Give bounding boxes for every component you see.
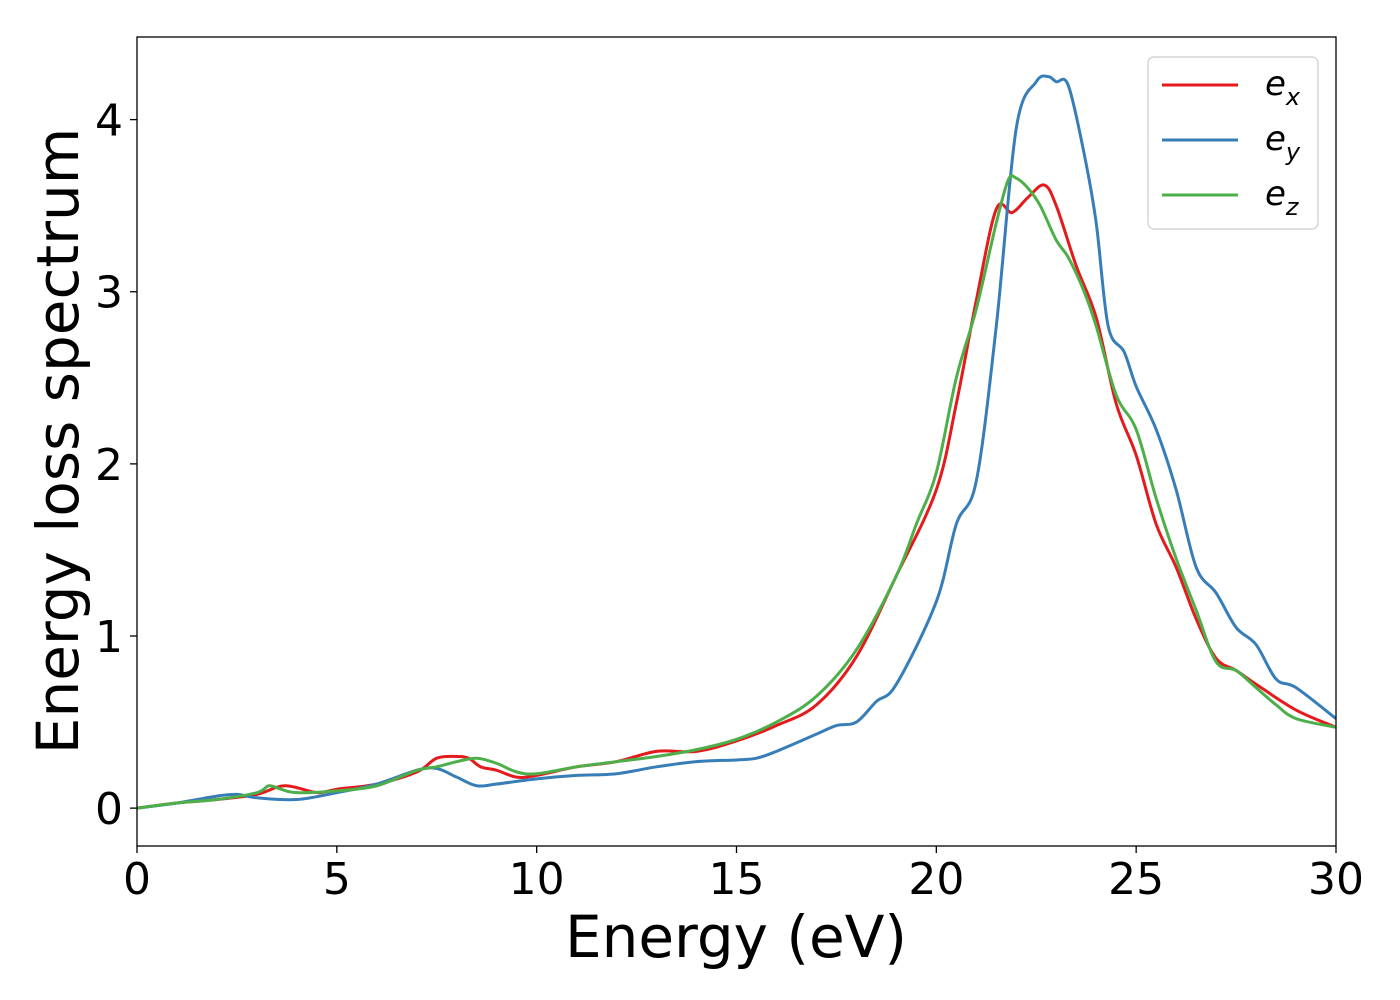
series-layer: [136, 74, 1337, 810]
x-axis: 0 5 10 15 20 25 30: [123, 846, 1364, 905]
x-tick-label: 15: [709, 854, 765, 905]
x-tick-label: 25: [1108, 854, 1164, 905]
x-tick-label: 30: [1308, 854, 1364, 905]
y-tick-label: 1: [95, 612, 123, 663]
y-axis: 0 1 2 3 4: [95, 96, 137, 835]
y-axis-title: Energy loss spectrum: [24, 128, 92, 754]
y-tick-label: 2: [95, 440, 123, 491]
y-tick-label: 4: [95, 96, 123, 147]
legend-box: [1147, 56, 1319, 230]
x-axis-title: Energy (eV): [565, 903, 907, 971]
series-line-z: [136, 174, 1337, 810]
legend-label-y: ey: [1265, 119, 1301, 166]
x-tick-label: 5: [323, 854, 351, 905]
y-tick-label: 3: [95, 268, 123, 319]
y-tick-label: 0: [95, 784, 123, 835]
legend: ex ey ez: [1147, 56, 1319, 230]
x-tick-label: 20: [908, 854, 964, 905]
legend-label-x: ex: [1265, 64, 1301, 111]
x-tick-label: 10: [509, 854, 565, 905]
x-tick-label: 0: [123, 854, 151, 905]
legend-label-z: ez: [1265, 174, 1300, 221]
